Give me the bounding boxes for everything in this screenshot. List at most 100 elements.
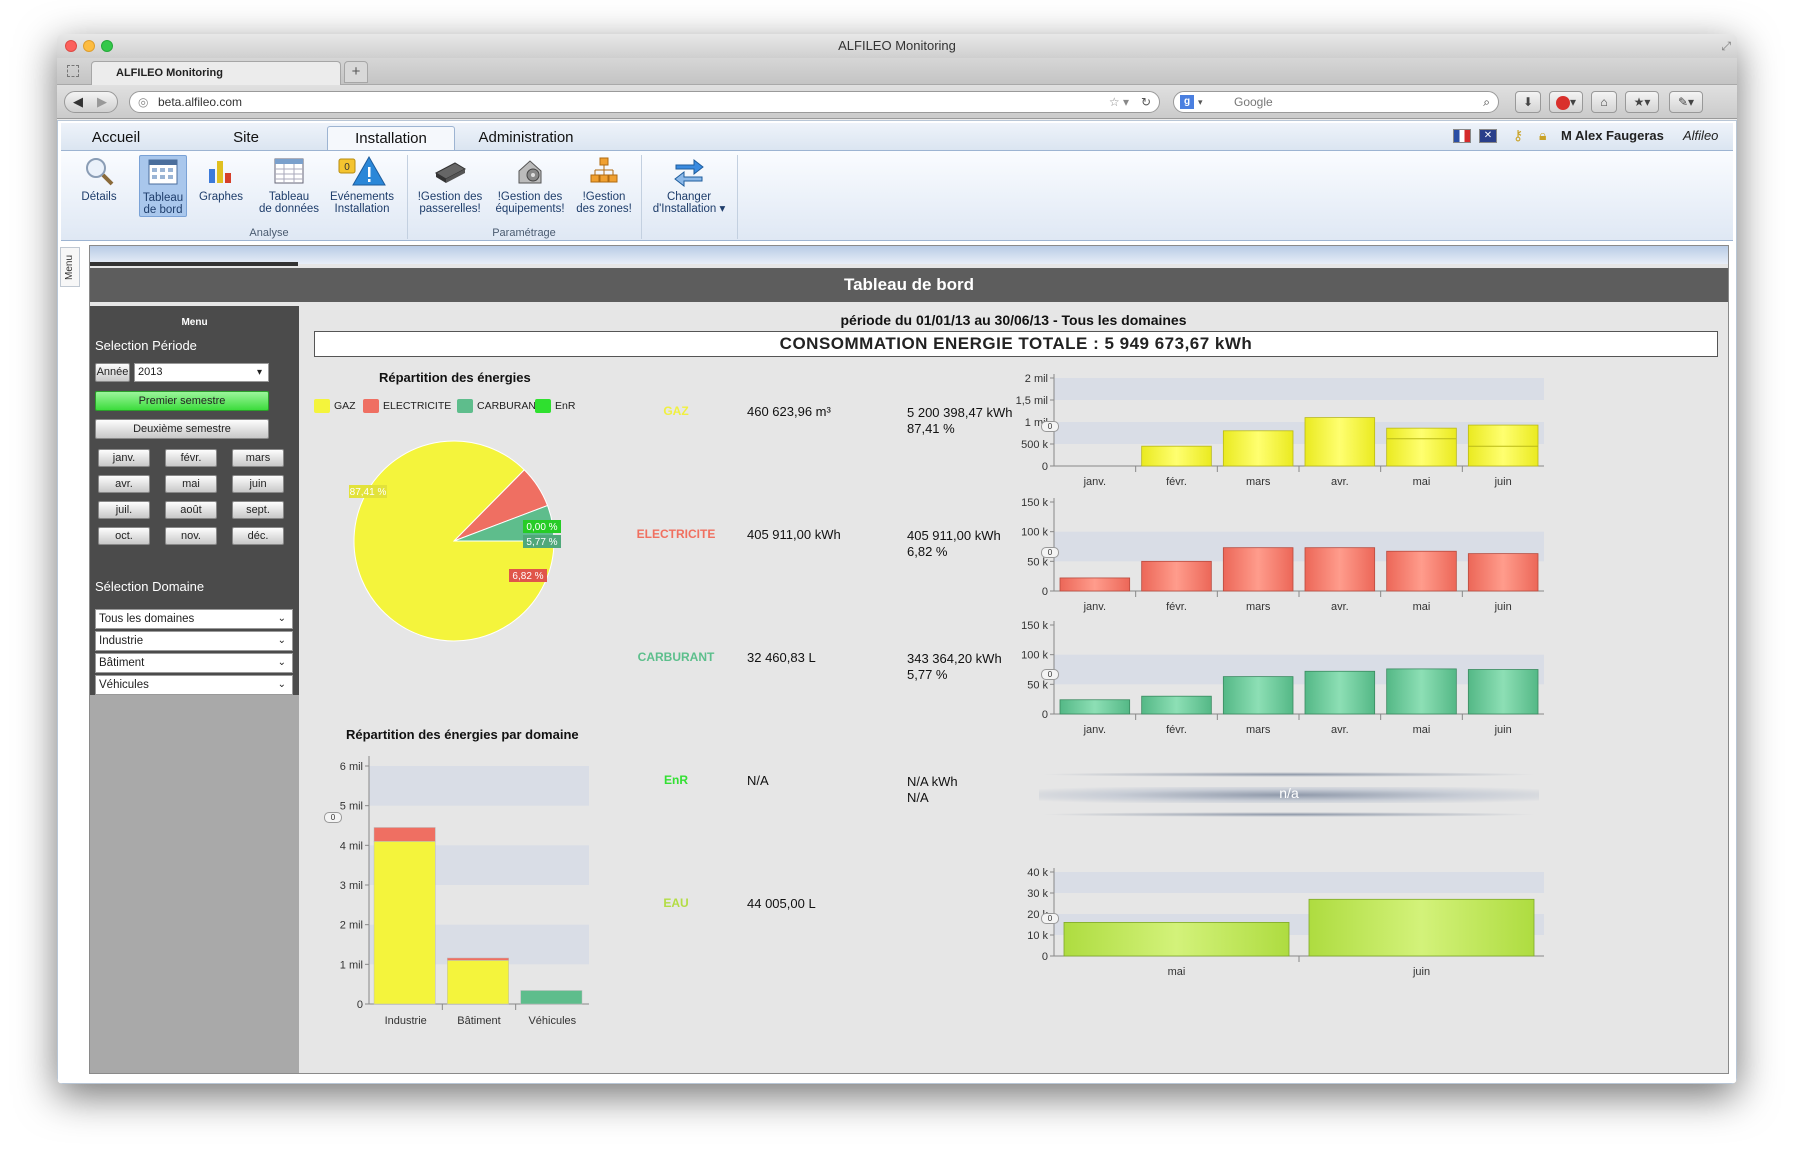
graphes-button[interactable]: Graphes (196, 155, 246, 203)
grid-band (1054, 531, 1544, 562)
changer-installation-button[interactable]: Changer d'Installation ▾ (647, 155, 731, 215)
gestion-zones-button[interactable]: !Gestion des zones! (573, 155, 635, 215)
month-button[interactable]: mai (165, 475, 217, 493)
month-bar[interactable] (1467, 553, 1539, 592)
month-bar[interactable] (1386, 668, 1457, 715)
close-window-button[interactable] (65, 40, 77, 52)
tab-overview-icon[interactable] (67, 65, 79, 77)
energy-quantity: 44 005,00 L (747, 896, 816, 911)
month-button[interactable]: sept. (232, 501, 284, 519)
google-icon[interactable]: g (1180, 95, 1194, 109)
domain-select-industrie[interactable]: Industrie ⌄ (95, 631, 293, 651)
zones-label-2: des zones! (576, 203, 632, 215)
month-bar[interactable] (1304, 547, 1376, 592)
reload-icon[interactable]: ↻ (1140, 95, 1151, 109)
evenements-installation-button[interactable]: 0 Evénements Installation (325, 155, 399, 215)
premier-semestre-button[interactable]: Premier semestre (95, 391, 269, 411)
annee-button[interactable]: Année (95, 363, 130, 382)
domain-bar-segment[interactable] (447, 960, 509, 1005)
month-bar[interactable] (1308, 898, 1535, 957)
energy-kwh: 405 911,00 kWh (907, 528, 1001, 543)
bookmarks-button[interactable]: ★▾ (1625, 91, 1659, 113)
x-tick-label: Véhicules (528, 1015, 576, 1026)
month-bar[interactable] (1304, 670, 1376, 715)
month-bar[interactable] (1222, 430, 1294, 467)
tab-accueil[interactable]: Accueil (91, 129, 141, 146)
lock-icon[interactable]: 🔒︎ (1539, 127, 1547, 143)
month-button[interactable]: juin (232, 475, 284, 493)
month-button[interactable]: avr. (98, 475, 150, 493)
zoom-window-button[interactable] (101, 40, 113, 52)
month-bar[interactable] (1141, 445, 1212, 467)
pie-legend-gaz[interactable]: GAZ (314, 399, 356, 413)
pie-label-box (509, 569, 547, 582)
x-tick-label: mars (1246, 601, 1271, 613)
month-button[interactable]: janv. (98, 449, 150, 467)
tab-site[interactable]: Site (233, 129, 259, 146)
engine-dropdown-icon[interactable]: ▾ (1198, 97, 1203, 107)
domain-bar-segment[interactable] (520, 990, 583, 1005)
deuxieme-semestre-button[interactable]: Deuxième semestre (95, 419, 269, 439)
domain-bar-segment[interactable] (447, 957, 509, 961)
month-button[interactable]: déc. (232, 527, 284, 545)
forward-arrow-icon[interactable]: ▶ (97, 94, 107, 109)
zoom-reset-button[interactable]: 0 (1041, 421, 1059, 432)
month-bar[interactable] (1141, 695, 1212, 715)
month-button[interactable]: juil. (98, 501, 150, 519)
zoom-reset-button[interactable]: 0 (1041, 669, 1059, 680)
month-bar[interactable] (1467, 669, 1539, 715)
search-icon[interactable]: ⌕ (1483, 95, 1490, 109)
domain-bar-segment[interactable] (373, 841, 436, 1005)
month-bar[interactable] (1063, 922, 1290, 957)
pie-legend-enr[interactable]: EnR (535, 399, 575, 413)
search-field[interactable]: g ▾ Google ⌕ (1173, 91, 1499, 113)
year-select[interactable]: 2013 ▾ (134, 363, 269, 382)
domain-bar-segment[interactable] (373, 827, 436, 842)
pie-legend-carburant[interactable]: CARBURANT (457, 399, 542, 413)
tools-button[interactable]: ✎▾ (1669, 91, 1703, 113)
tableau-de-bord-button[interactable]: Tableau de bord (139, 155, 187, 217)
zoom-reset-button[interactable]: 0 (324, 812, 342, 823)
chevron-down-icon: ▾ (256, 367, 262, 378)
month-bar[interactable] (1386, 550, 1457, 592)
bookmark-star-icon[interactable]: ☆ ▾ (1108, 95, 1129, 109)
month-bar[interactable] (1467, 424, 1539, 467)
details-button[interactable]: Détails (79, 155, 119, 203)
domain-select-tous[interactable]: Tous les domaines ⌄ (95, 609, 293, 629)
month-button[interactable]: mars (232, 449, 284, 467)
adblock-button[interactable]: ▾ (1549, 91, 1583, 113)
key-icon[interactable]: ⚷ (1513, 127, 1524, 143)
domain-select-batiment[interactable]: Bâtiment ⌄ (95, 653, 293, 673)
new-tab-button[interactable]: + (344, 61, 368, 83)
minimize-window-button[interactable] (83, 40, 95, 52)
month-bar[interactable] (1059, 577, 1131, 592)
pie-legend-electricite[interactable]: ELECTRICITE (363, 399, 451, 413)
fullscreen-icon[interactable]: ⤢ (1721, 39, 1731, 53)
month-button[interactable]: oct. (98, 527, 150, 545)
back-arrow-icon[interactable]: ◀ (73, 94, 83, 109)
month-bar[interactable] (1386, 427, 1457, 467)
month-button[interactable]: nov. (165, 527, 217, 545)
french-flag-icon[interactable] (1453, 129, 1471, 143)
month-bar[interactable] (1059, 699, 1131, 715)
gestion-passerelles-button[interactable]: !Gestion des passerelles! (415, 155, 485, 215)
month-button[interactable]: févr. (165, 449, 217, 467)
month-bar[interactable] (1141, 560, 1212, 592)
english-flag-icon[interactable]: ✕ (1479, 129, 1497, 143)
domain-select-vehicules[interactable]: Véhicules ⌄ (95, 675, 293, 695)
tab-installation[interactable]: Installation (327, 126, 455, 150)
side-menu-tab[interactable]: Menu (60, 247, 80, 287)
zoom-reset-button[interactable]: 0 (1041, 547, 1059, 558)
month-button[interactable]: août (165, 501, 217, 519)
browser-tab[interactable]: ALFILEO Monitoring (91, 61, 341, 85)
month-bar[interactable] (1222, 547, 1294, 592)
month-bar[interactable] (1304, 417, 1376, 467)
month-bar[interactable] (1222, 676, 1294, 715)
tableau-de-donnees-button[interactable]: Tableau de données (255, 155, 323, 215)
download-button[interactable]: ⬇ (1515, 91, 1541, 113)
gestion-equipements-button[interactable]: !Gestion des équipements! (491, 155, 569, 215)
tab-administration[interactable]: Administration (478, 129, 574, 146)
home-button[interactable]: ⌂ (1591, 91, 1617, 113)
url-bar[interactable]: ◎ beta.alfileo.com ☆ ▾ ↻ (129, 91, 1160, 113)
zoom-reset-button[interactable]: 0 (1041, 913, 1059, 924)
